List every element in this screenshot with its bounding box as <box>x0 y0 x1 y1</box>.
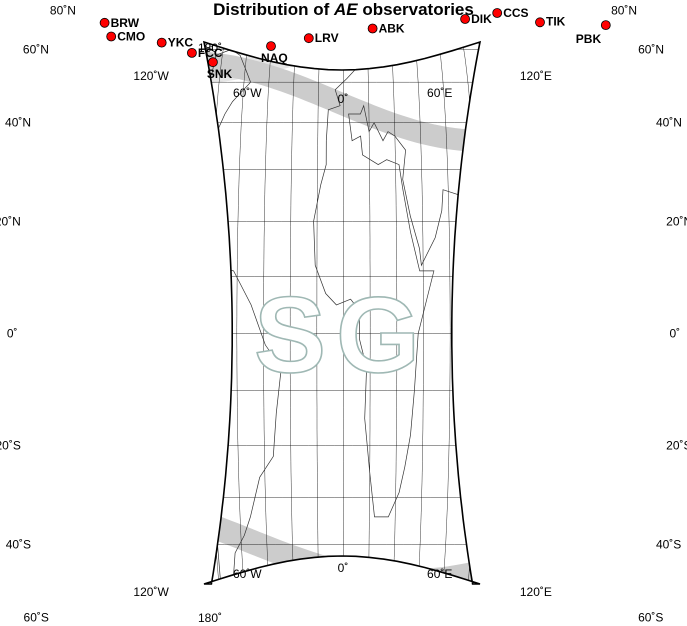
latitude-label-left: 80˚N <box>50 3 76 17</box>
title-prefix: Distribution of <box>213 0 334 19</box>
station-label-ykc: YKC <box>168 36 194 50</box>
meridian-line <box>24 6 98 626</box>
longitude-label-bottom: 60˚W <box>233 567 262 581</box>
station-marker-tik[interactable] <box>535 17 545 28</box>
latitude-label-left: 40˚S <box>6 537 31 551</box>
latitude-label-left: 40˚N <box>5 116 31 130</box>
station-marker-brw[interactable] <box>99 17 110 28</box>
station-label-brw: BRW <box>111 16 140 30</box>
station-label-pbk: PBK <box>576 32 602 46</box>
station-marker-dik[interactable] <box>460 14 471 24</box>
meridian-line <box>50 6 118 626</box>
station-label-ccs: CCS <box>503 6 528 20</box>
latitude-label-left: 0˚ <box>7 327 18 341</box>
station-marker-pbk[interactable] <box>600 20 611 31</box>
watermark-letter: I <box>199 274 229 395</box>
latitude-label-right: 20˚S <box>666 439 687 453</box>
watermark-letter: S <box>254 274 326 395</box>
station-label-dik: DIK <box>471 12 492 26</box>
latitude-label-left: 60˚N <box>23 42 49 56</box>
station-label-cmo: CMO <box>117 30 145 44</box>
station-label-fcc: FCC <box>198 46 223 60</box>
station-marker-ykc[interactable] <box>156 37 167 48</box>
station-marker-naq[interactable] <box>266 41 276 51</box>
latitude-label-right: 40˚S <box>656 537 681 551</box>
longitude-label-top: 180˚ <box>198 41 222 55</box>
map-outline <box>202 40 482 585</box>
latitude-label-right: 20˚N <box>666 214 687 228</box>
greenland-coast <box>240 42 315 50</box>
longitude-label-top: 0˚ <box>338 92 349 106</box>
meridian-line <box>104 6 160 626</box>
latitude-label-right: 40˚N <box>656 116 682 130</box>
longitude-label-bottom: 180˚ <box>198 611 222 625</box>
longitude-label-top: 60˚W <box>233 86 262 100</box>
title-emphasis: AE <box>334 0 358 19</box>
meridian-line <box>130 6 180 626</box>
longitude-label-top: 120˚E <box>520 69 552 83</box>
australia-coast <box>542 396 611 540</box>
longitude-label-bottom: 60˚E <box>427 567 452 581</box>
station-label-lrv: LRV <box>315 31 339 45</box>
longitude-label-bottom: 120˚W <box>133 585 169 599</box>
station-label-tik: TIK <box>546 14 566 28</box>
meridian-line <box>157 6 200 626</box>
station-marker-lrv[interactable] <box>303 33 314 44</box>
meridian-line <box>589 6 663 626</box>
station-marker-abk[interactable] <box>367 23 378 34</box>
watermark-letter: G <box>336 274 420 395</box>
meridian-line <box>528 6 584 626</box>
watermark-letter: I <box>451 274 481 395</box>
longitude-label-bottom: 0˚ <box>338 561 349 575</box>
station-marker-fcc[interactable] <box>186 48 197 58</box>
meridian-line <box>507 6 557 626</box>
latitude-label-right: 60˚N <box>638 42 664 56</box>
latitude-label-right: 60˚S <box>638 611 663 625</box>
latitude-label-left: 20˚S <box>0 439 21 453</box>
latitude-label-right: 0˚ <box>670 327 681 341</box>
meridian-line <box>569 6 637 626</box>
station-marker-snk[interactable] <box>207 57 218 68</box>
latitude-label-right: 80˚N <box>611 3 637 17</box>
station-marker-cmo[interactable] <box>106 31 117 42</box>
longitude-label-bottom: 120˚E <box>520 585 552 599</box>
title-suffix: observatories <box>357 0 474 19</box>
meridian-line <box>548 6 610 626</box>
meridian-line <box>77 6 139 626</box>
latitude-label-left: 60˚S <box>24 611 49 625</box>
longitude-label-top: 60˚E <box>427 86 452 100</box>
map-title: Distribution of AE observatories <box>0 0 687 20</box>
graticule-labels: 80˚N 80˚N 60˚N 60˚N 40˚N 40˚N 20˚N 20˚N 0˚ 0˚ 20˚S… <box>0 3 687 625</box>
meridian-line <box>466 42 480 584</box>
station-label-abk: ABK <box>379 22 405 36</box>
station-marker-ccs[interactable] <box>492 8 503 18</box>
station-label-snk: SNK <box>207 67 233 81</box>
latitude-label-left: 20˚N <box>0 214 21 228</box>
station-label-naq: NAQ <box>261 51 288 65</box>
meridian-line <box>487 6 530 626</box>
longitude-label-top: 120˚W <box>133 69 169 83</box>
